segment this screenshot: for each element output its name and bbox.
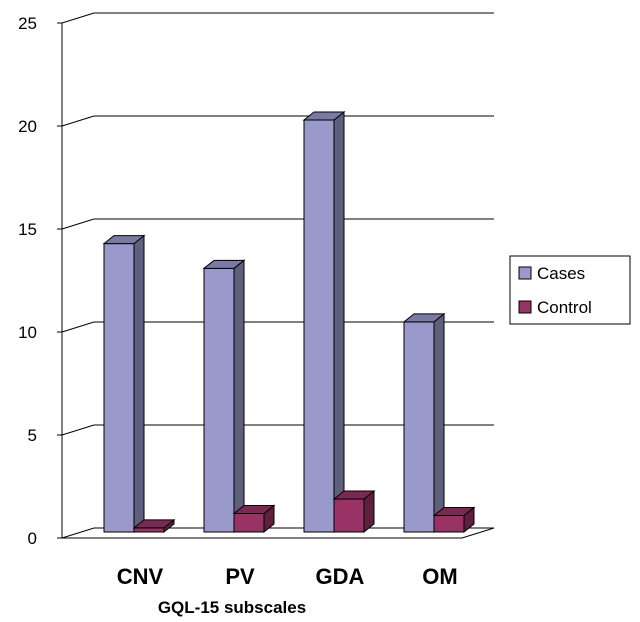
legend-swatch-cases [518,266,532,280]
gridline-depth [61,115,95,127]
bar-front [133,527,165,533]
bar-top [232,504,276,514]
y-tick-label: 5 [28,426,37,445]
x-category-label: PV [225,564,255,589]
legend-swatch-control [518,300,532,314]
bar-control-gda [332,489,376,534]
bar-cases-om [402,312,446,534]
bar-front [433,515,465,533]
bar-top [202,259,246,269]
bar-side [233,259,245,534]
bars [102,110,476,534]
bar-top [332,490,376,500]
bar-control-pv [232,504,276,534]
bar-front [103,243,135,533]
y-tick-label: 25 [18,14,37,33]
gridline-depth [61,12,95,24]
x-category-label: CNV [117,564,164,589]
bar-control-cnv [132,518,176,534]
bar-front [233,512,265,533]
legend-label-control: Control [537,298,592,317]
bar-top [132,519,176,529]
bar-cases-cnv [102,234,146,534]
legend: Cases Control [509,255,631,325]
bar-side [433,312,445,534]
bar-top [402,313,446,323]
bar-cases-pv [202,259,246,534]
x-axis-floor [61,527,495,539]
x-category-label: OM [422,564,457,589]
bar-front [303,119,335,533]
axes [61,23,495,539]
legend-label-cases: Cases [537,264,585,283]
x-category-label: GDA [316,564,365,589]
bar-cases-gda [302,110,346,534]
y-axis-ticks: 0 5 10 15 20 25 [18,14,62,548]
bar-top [432,507,476,517]
y-tick-label: 0 [28,529,37,548]
bar-control-om [432,506,476,534]
gridlines [61,12,494,436]
bar-top [102,235,146,245]
bar-side [333,110,345,534]
x-axis-categories: CNV PV GDA OM [117,564,458,589]
x-axis-label: GQL-15 subscales [158,598,306,617]
gridline-depth [61,218,95,230]
gridline-depth [61,321,95,333]
y-tick-label: 15 [18,220,37,239]
y-tick-label: 10 [18,323,37,342]
bar-top [302,111,346,121]
bar-front [403,321,435,533]
y-tick-label: 20 [18,117,37,136]
bar-front [203,267,235,533]
bar-front [333,498,365,533]
bar-side [133,234,145,534]
gridline-depth [61,424,95,436]
